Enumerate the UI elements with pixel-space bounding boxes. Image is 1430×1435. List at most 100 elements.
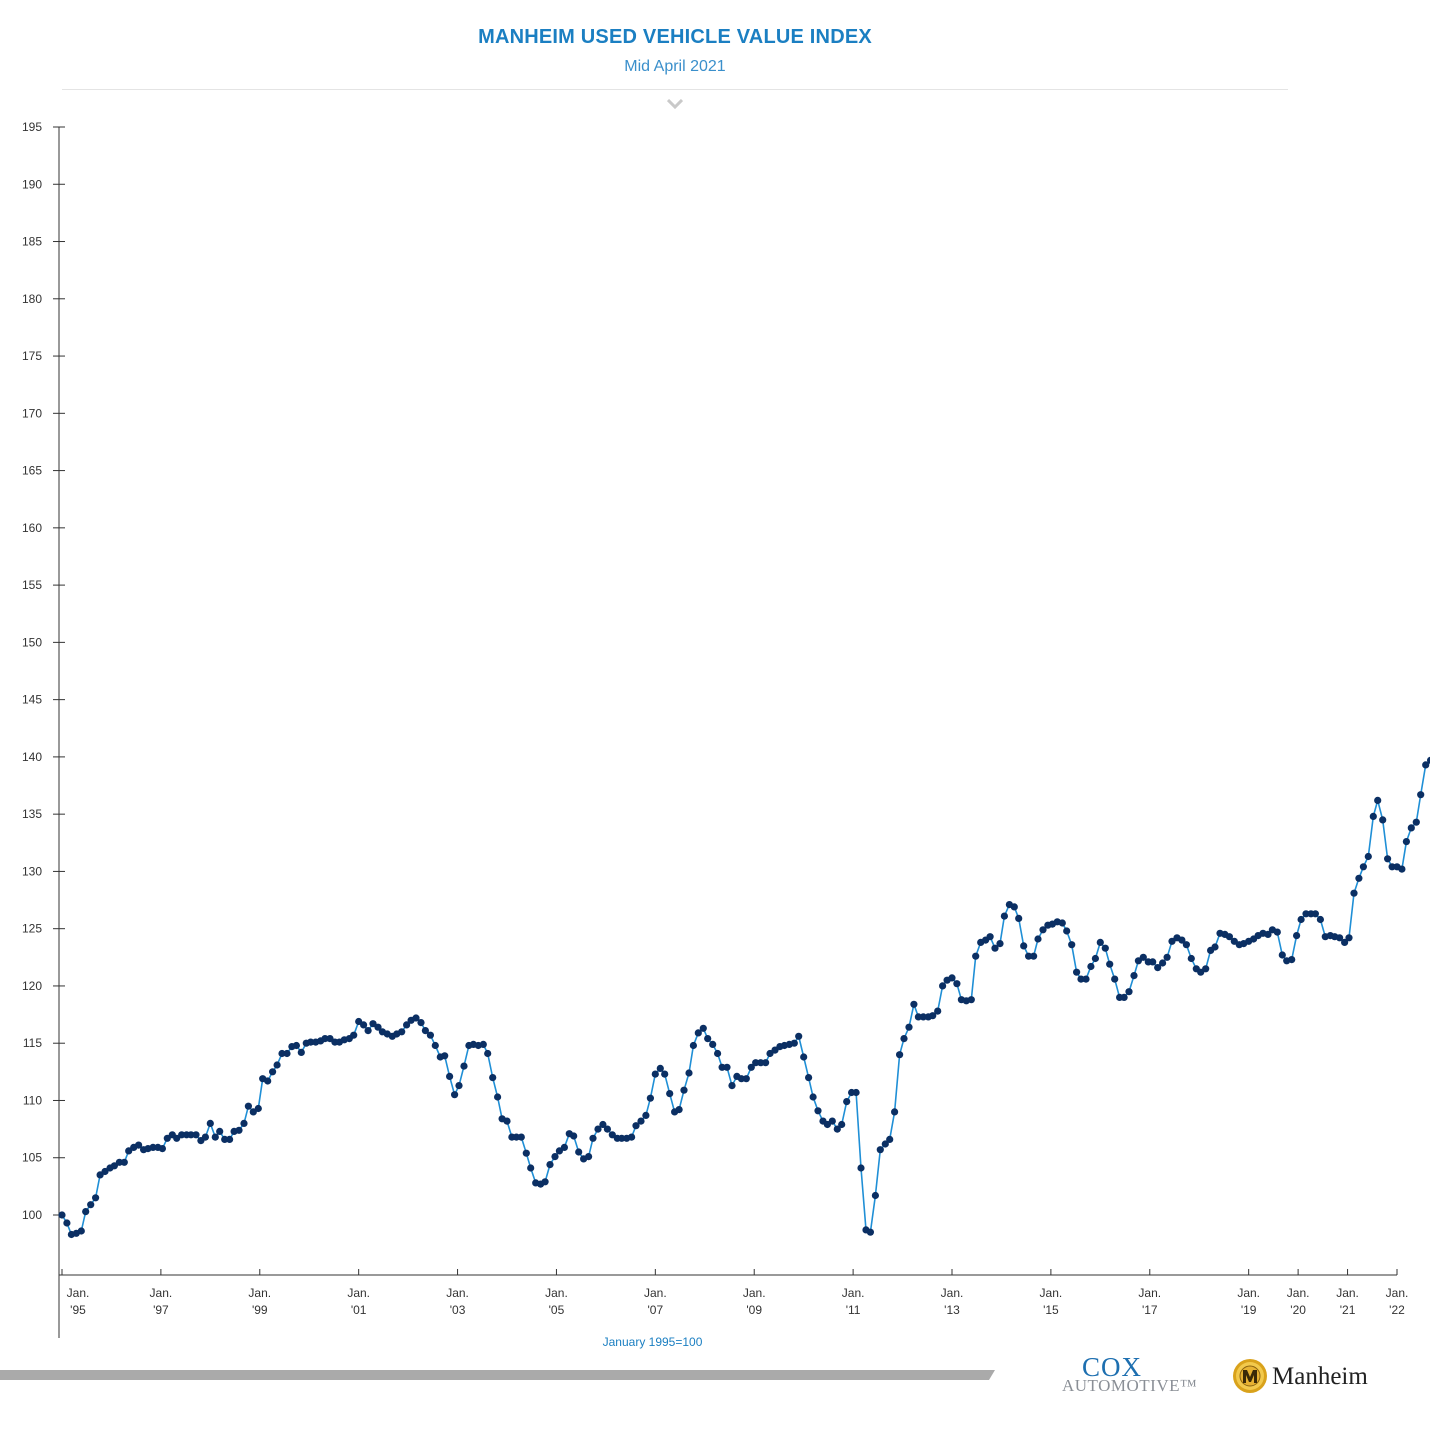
data-point xyxy=(63,1219,71,1227)
data-point xyxy=(828,1117,836,1125)
data-point xyxy=(1187,954,1195,963)
x-tick-label: '03 xyxy=(450,1303,466,1317)
data-point xyxy=(484,1049,492,1058)
cox-logo-word: COX xyxy=(1082,1352,1143,1382)
data-point xyxy=(441,1052,449,1060)
data-point xyxy=(527,1164,535,1172)
data-point xyxy=(87,1201,95,1209)
data-point xyxy=(709,1040,717,1048)
data-point xyxy=(235,1126,243,1134)
data-point xyxy=(1096,938,1104,947)
data-point xyxy=(1407,824,1415,832)
data-point xyxy=(905,1023,913,1031)
y-tick-label: 175 xyxy=(22,349,42,363)
data-point xyxy=(460,1062,468,1070)
x-tick-label: '13 xyxy=(944,1303,960,1317)
x-tick-label: Jan. xyxy=(1040,1286,1063,1300)
data-point xyxy=(1374,796,1382,805)
data-point xyxy=(555,1147,564,1155)
y-tick-label: 190 xyxy=(22,177,42,191)
data-point xyxy=(972,952,980,960)
x-tick-label: '21 xyxy=(1340,1303,1356,1317)
data-point xyxy=(1384,855,1392,863)
data-point xyxy=(838,1120,846,1129)
data-point xyxy=(264,1077,272,1085)
x-tick-label: Jan. xyxy=(644,1286,667,1300)
data-point xyxy=(173,1134,181,1142)
data-point xyxy=(192,1131,200,1139)
data-point xyxy=(135,1141,143,1149)
data-point xyxy=(599,1120,607,1129)
y-axis: 100 105 110 115 120 125 130 135 140 145 150 155 160 1… xyxy=(22,120,65,1338)
data-point xyxy=(1316,915,1324,924)
data-point xyxy=(742,1075,750,1083)
data-point xyxy=(494,1093,502,1101)
data-point xyxy=(919,1013,927,1021)
data-point xyxy=(1149,958,1157,966)
x-tick-label: '15 xyxy=(1043,1303,1059,1317)
data-point xyxy=(206,1119,214,1127)
series-line xyxy=(58,756,1430,1239)
data-point xyxy=(1311,910,1319,918)
x-tick-label: '01 xyxy=(351,1303,367,1317)
data-point xyxy=(728,1082,736,1090)
data-point xyxy=(1010,903,1018,911)
data-point xyxy=(364,1027,372,1035)
data-point xyxy=(1015,914,1023,923)
data-point xyxy=(412,1014,420,1022)
data-point xyxy=(661,1070,669,1078)
data-point xyxy=(421,1027,429,1035)
data-point xyxy=(1336,934,1344,942)
data-point xyxy=(699,1024,707,1032)
data-point xyxy=(871,1191,880,1200)
data-point xyxy=(991,944,999,952)
data-point xyxy=(986,933,994,941)
data-point xyxy=(608,1131,616,1139)
data-point xyxy=(1039,926,1047,934)
data-point xyxy=(360,1021,368,1029)
data-point xyxy=(417,1019,425,1027)
x-tick-label: Jan. xyxy=(842,1286,865,1300)
data-point xyxy=(814,1107,822,1115)
data-point xyxy=(92,1194,100,1202)
x-tick-label: '11 xyxy=(846,1303,861,1317)
data-point xyxy=(1273,928,1281,936)
data-point xyxy=(723,1063,731,1071)
data-point xyxy=(120,1158,128,1166)
data-point xyxy=(1202,965,1210,973)
x-tick-label: Jan. xyxy=(1138,1286,1161,1300)
y-tick-label: 150 xyxy=(22,635,42,649)
data-point xyxy=(632,1122,640,1130)
data-point xyxy=(1302,910,1310,918)
data-point xyxy=(675,1106,683,1114)
data-point xyxy=(1087,962,1095,971)
data-point xyxy=(646,1094,655,1102)
data-point xyxy=(254,1104,262,1113)
data-point xyxy=(278,1049,286,1058)
data-point xyxy=(350,1031,358,1039)
data-point xyxy=(886,1135,894,1143)
data-point xyxy=(1417,791,1425,799)
data-point xyxy=(1030,952,1038,960)
data-point xyxy=(857,1164,865,1172)
data-point xyxy=(1139,953,1147,961)
y-tick-label: 115 xyxy=(23,1036,42,1050)
y-tick-label: 170 xyxy=(22,406,42,420)
data-point xyxy=(1068,941,1076,949)
y-tick-label: 105 xyxy=(22,1151,42,1165)
y-tick-label: 140 xyxy=(22,750,42,764)
data-point xyxy=(503,1117,511,1125)
data-point xyxy=(1412,818,1420,826)
data-point xyxy=(226,1135,234,1143)
x-tick-label: Jan. xyxy=(1287,1286,1310,1300)
data-point xyxy=(1178,936,1186,944)
x-axis: Jan. '95 Jan. '97 Jan. '99 Jan. '01 Jan. '03 Jan. '… xyxy=(59,1269,1408,1317)
y-tick-label: 195 xyxy=(22,120,42,134)
x-tick-label: '95 xyxy=(70,1303,86,1317)
data-point xyxy=(833,1125,841,1133)
data-point xyxy=(187,1131,195,1139)
data-point xyxy=(244,1102,252,1110)
data-point xyxy=(881,1140,889,1148)
data-point xyxy=(551,1153,559,1161)
data-point xyxy=(1020,942,1028,950)
